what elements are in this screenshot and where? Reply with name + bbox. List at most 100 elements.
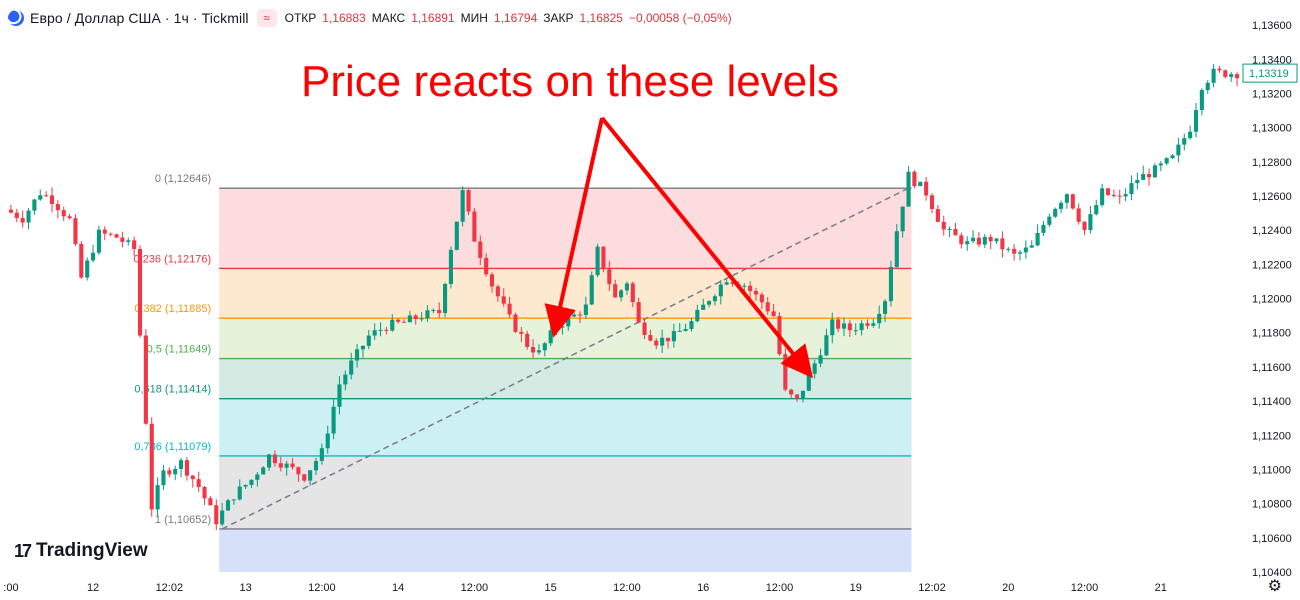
candle-body[interactable] bbox=[1088, 214, 1093, 231]
candle-body[interactable] bbox=[648, 335, 653, 341]
candle-body[interactable] bbox=[454, 221, 459, 250]
candle-body[interactable] bbox=[800, 390, 805, 399]
candle-body[interactable] bbox=[196, 479, 201, 487]
candle-body[interactable] bbox=[225, 500, 231, 511]
candle-body[interactable] bbox=[730, 282, 735, 284]
candle-body[interactable] bbox=[1129, 183, 1134, 195]
candle-body[interactable] bbox=[501, 296, 506, 304]
candle-body[interactable] bbox=[308, 470, 313, 481]
candle-body[interactable] bbox=[378, 329, 383, 331]
candle-body[interactable] bbox=[1170, 155, 1175, 159]
candle-body[interactable] bbox=[190, 475, 195, 480]
candle-body[interactable] bbox=[771, 311, 776, 317]
candle-body[interactable] bbox=[202, 486, 207, 499]
candle-body[interactable] bbox=[1123, 194, 1128, 197]
candle-body[interactable] bbox=[1012, 248, 1017, 254]
candle-body[interactable] bbox=[859, 323, 864, 331]
candle-body[interactable] bbox=[665, 337, 671, 342]
candle-body[interactable] bbox=[96, 229, 101, 253]
candle-body[interactable] bbox=[220, 510, 225, 525]
candle-body[interactable] bbox=[384, 329, 389, 331]
candle-body[interactable] bbox=[1041, 224, 1046, 233]
candle-body[interactable] bbox=[953, 228, 958, 236]
candle-body[interactable] bbox=[689, 321, 694, 329]
candle-body[interactable] bbox=[425, 310, 430, 319]
candle-body[interactable] bbox=[642, 322, 647, 336]
candle-body[interactable] bbox=[1229, 74, 1234, 77]
symbol-title[interactable]: Евро / Доллар США · 1ч · Tickmill bbox=[30, 10, 249, 26]
candle-body[interactable] bbox=[1205, 82, 1210, 91]
candle-body[interactable] bbox=[818, 355, 823, 364]
candle-body[interactable] bbox=[595, 246, 600, 276]
candle-body[interactable] bbox=[443, 284, 448, 314]
candle-body[interactable] bbox=[331, 406, 336, 434]
candle-body[interactable] bbox=[261, 467, 266, 475]
candle-body[interactable] bbox=[114, 234, 119, 238]
fib-trend-line[interactable] bbox=[221, 187, 909, 530]
candle-body[interactable] bbox=[1076, 208, 1081, 222]
candle-body[interactable] bbox=[525, 333, 530, 347]
candle-body[interactable] bbox=[478, 241, 483, 258]
candle-body[interactable] bbox=[1017, 252, 1023, 254]
candle-body[interactable] bbox=[912, 171, 917, 187]
candle-body[interactable] bbox=[671, 331, 676, 342]
candle-body[interactable] bbox=[1105, 188, 1111, 196]
candle-body[interactable] bbox=[994, 238, 999, 242]
candle-body[interactable] bbox=[214, 505, 219, 525]
candle-body[interactable] bbox=[748, 285, 753, 291]
candle-body[interactable] bbox=[542, 343, 547, 351]
candle-body[interactable] bbox=[349, 360, 354, 375]
candle-body[interactable] bbox=[572, 314, 577, 317]
candle-body[interactable] bbox=[853, 330, 858, 332]
candle-body[interactable] bbox=[419, 318, 424, 320]
candle-body[interactable] bbox=[877, 313, 882, 324]
candle-body[interactable] bbox=[355, 349, 360, 361]
candle-body[interactable] bbox=[67, 216, 72, 219]
candle-body[interactable] bbox=[396, 319, 401, 322]
candle-body[interactable] bbox=[1164, 158, 1169, 164]
candle-body[interactable] bbox=[79, 244, 84, 278]
candle-body[interactable] bbox=[783, 354, 788, 390]
candle-body[interactable] bbox=[1193, 110, 1199, 132]
candle-body[interactable] bbox=[267, 454, 272, 468]
candle-body[interactable] bbox=[636, 302, 641, 323]
candle-body[interactable] bbox=[548, 330, 553, 344]
candle-body[interactable] bbox=[589, 275, 594, 305]
candle-body[interactable] bbox=[85, 260, 90, 278]
candle-body[interactable] bbox=[1064, 194, 1069, 203]
candle-body[interactable] bbox=[360, 345, 365, 350]
candle-body[interactable] bbox=[941, 221, 946, 230]
candle-body[interactable] bbox=[413, 315, 418, 320]
candle-body[interactable] bbox=[448, 249, 453, 285]
candle-body[interactable] bbox=[184, 460, 189, 476]
candle-body[interactable] bbox=[894, 231, 899, 268]
candle-body[interactable] bbox=[712, 296, 717, 302]
candle-body[interactable] bbox=[695, 309, 700, 322]
candle-body[interactable] bbox=[319, 448, 324, 461]
candle-body[interactable] bbox=[32, 199, 37, 211]
candle-body[interactable] bbox=[149, 423, 154, 510]
candle-body[interactable] bbox=[1141, 173, 1146, 180]
candle-body[interactable] bbox=[566, 316, 571, 327]
candle-body[interactable] bbox=[61, 210, 66, 217]
candle-body[interactable] bbox=[1188, 131, 1193, 139]
candle-body[interactable] bbox=[806, 373, 811, 391]
candle-body[interactable] bbox=[976, 237, 981, 245]
candle-body[interactable] bbox=[272, 454, 277, 464]
candle-body[interactable] bbox=[390, 319, 395, 331]
candle-body[interactable] bbox=[812, 363, 817, 374]
candle-body[interactable] bbox=[507, 303, 512, 315]
candle-body[interactable] bbox=[460, 190, 465, 222]
candle-body[interactable] bbox=[619, 290, 624, 298]
candle-body[interactable] bbox=[1199, 90, 1204, 111]
candle-body[interactable] bbox=[660, 337, 665, 346]
candle-body[interactable] bbox=[1029, 245, 1034, 248]
candle-body[interactable] bbox=[495, 286, 500, 297]
candle-body[interactable] bbox=[489, 274, 495, 287]
candle-body[interactable] bbox=[302, 474, 307, 481]
candle-body[interactable] bbox=[325, 433, 330, 449]
candle-body[interactable] bbox=[407, 315, 412, 323]
candle-body[interactable] bbox=[366, 335, 371, 346]
candle-body[interactable] bbox=[472, 211, 477, 242]
candle-body[interactable] bbox=[841, 323, 847, 329]
